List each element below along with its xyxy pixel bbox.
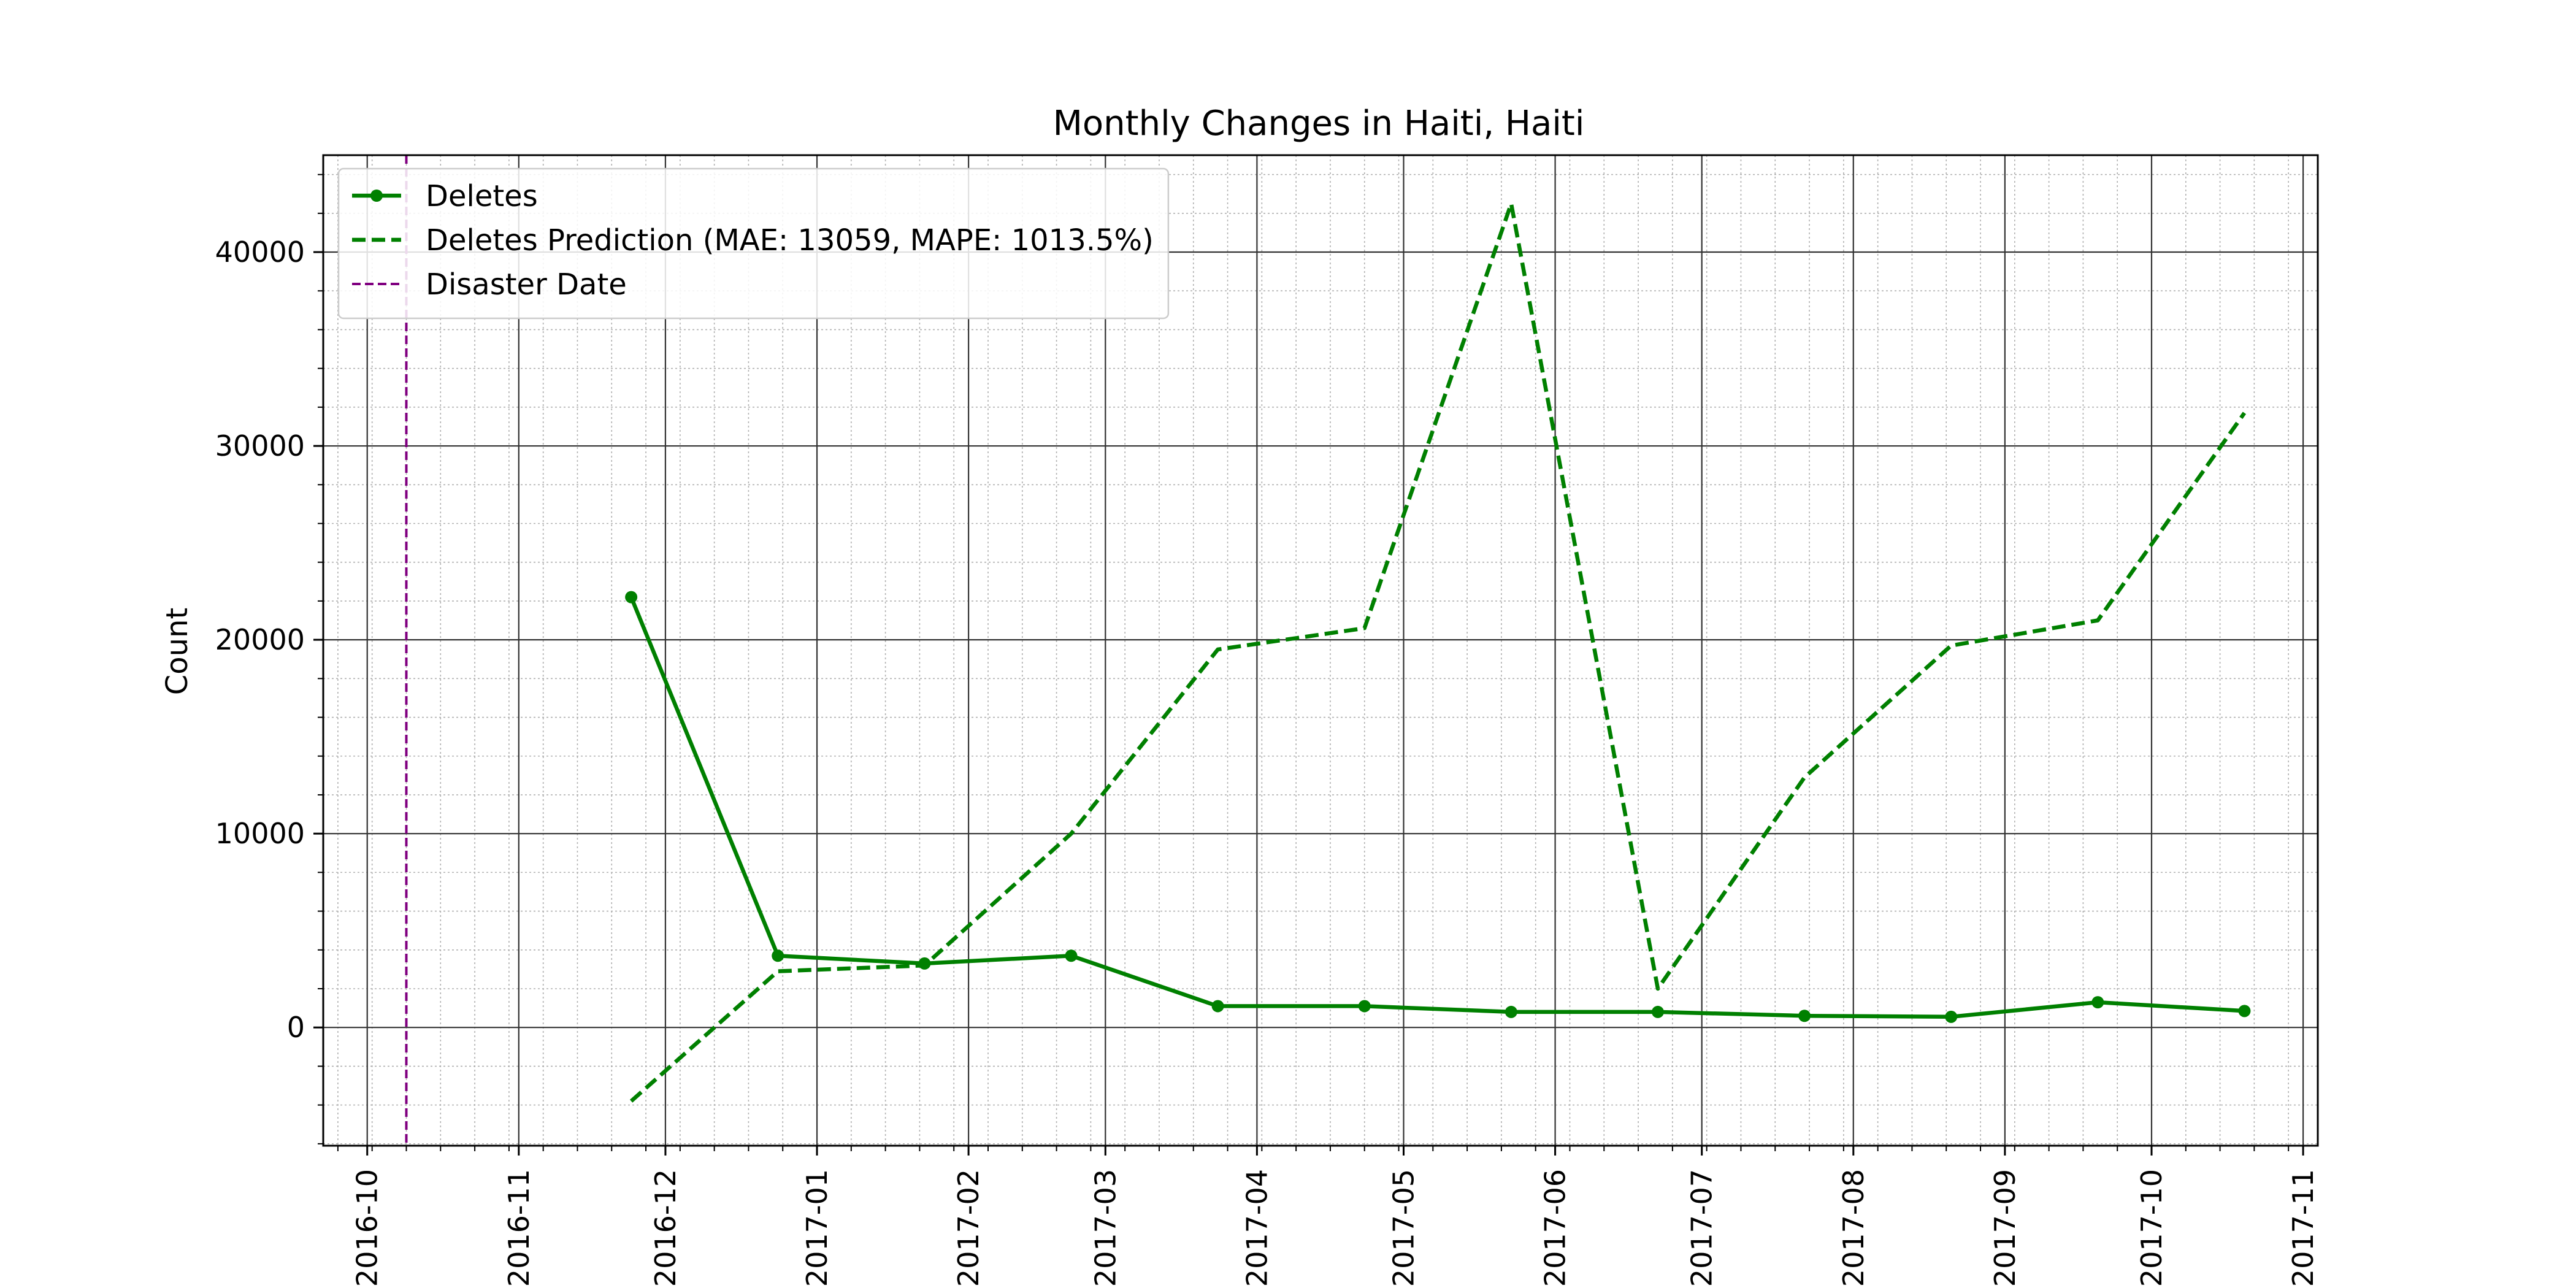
- x-tick-label: 2017-02: [952, 1169, 985, 1287]
- x-tick-label: 2016-11: [502, 1169, 535, 1287]
- x-tick-label: 2017-06: [1539, 1169, 1572, 1287]
- x-tick-label: 2017-08: [1837, 1169, 1870, 1287]
- x-tick-label: 2017-05: [1387, 1169, 1420, 1287]
- deletes-prediction-line: [629, 201, 2247, 1103]
- legend-entry-deletes: Deletes: [352, 179, 538, 213]
- y-axis-label: Count: [160, 608, 194, 696]
- legend: Deletes Deletes Prediction (MAE: 13059, M…: [337, 167, 1170, 320]
- deletes-point: [772, 949, 784, 962]
- x-tick-label: 2017-01: [800, 1169, 834, 1287]
- deletes-line: [629, 596, 2245, 1019]
- x-tick-label: 2017-04: [1240, 1169, 1273, 1287]
- x-tick-label: 2016-10: [351, 1169, 384, 1287]
- deletes-point: [1945, 1010, 1958, 1023]
- y-tick-label: 0: [287, 1011, 305, 1044]
- legend-label: Deletes Prediction (MAE: 13059, MAPE: 10…: [426, 223, 1154, 258]
- deletes-point: [1651, 1005, 1664, 1018]
- deletes-point: [1798, 1010, 1811, 1022]
- x-tick-label: 2016-12: [649, 1169, 682, 1287]
- x-tick-label: 2017-10: [2135, 1169, 2168, 1287]
- legend-marker: [370, 190, 383, 202]
- deletes-point: [1505, 1005, 1517, 1018]
- axes-frame: [322, 154, 2319, 1147]
- y-tick-label: 10000: [215, 817, 305, 850]
- deletes-point: [625, 591, 638, 604]
- x-tick-label: 2017-11: [2287, 1169, 2320, 1287]
- y-tick-label: 30000: [215, 429, 305, 462]
- legend-entry-disaster-date: Disaster Date: [352, 267, 627, 302]
- deletes-point: [1211, 1000, 1224, 1013]
- y-tick-label: 20000: [215, 623, 305, 656]
- x-tick-label: 2017-07: [1685, 1169, 1719, 1287]
- deletes-point: [1065, 949, 1078, 962]
- deletes-point: [2091, 996, 2104, 1009]
- y-tick-label: 40000: [215, 236, 305, 269]
- legend-label: Disaster Date: [426, 267, 627, 302]
- x-tick-label: 2017-03: [1089, 1169, 1122, 1287]
- x-tick-label: 2017-09: [1988, 1169, 2022, 1287]
- legend-entry-prediction: Deletes Prediction (MAE: 13059, MAPE: 10…: [352, 223, 1154, 258]
- legend-label: Deletes: [426, 179, 538, 213]
- legend-box: [337, 167, 1170, 320]
- deletes-point: [2238, 1005, 2251, 1018]
- deletes-point: [1358, 1000, 1371, 1013]
- chart-title: Monthly Changes in Haiti, Haiti: [1053, 104, 1585, 144]
